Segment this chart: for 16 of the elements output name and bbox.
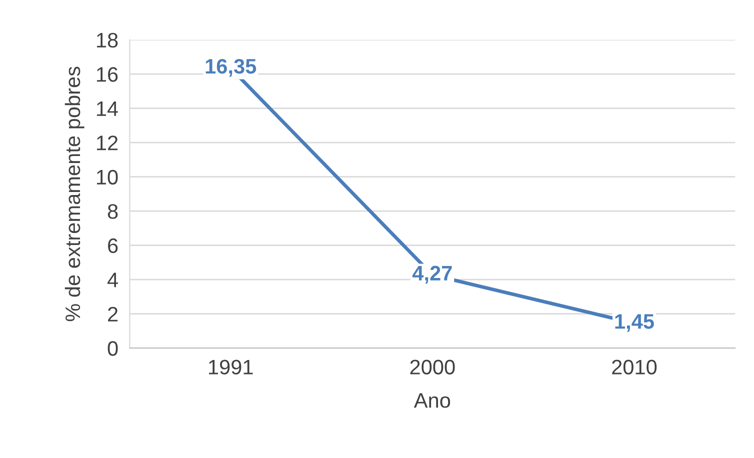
y-tick-label: 10 — [96, 170, 118, 185]
x-tick-label: 1991 — [209, 360, 253, 374]
y-axis-title: % de extremamente pobres — [64, 66, 84, 322]
y-tick-label: 6 — [108, 238, 118, 254]
y-tick-label: 16 — [96, 67, 118, 82]
y-tick-label: 4 — [107, 272, 118, 288]
y-tick-label: 2 — [108, 306, 118, 322]
x-axis-title: Ano — [414, 393, 450, 408]
data-label: 16,35 — [206, 58, 256, 77]
x-tick-label: 2010 — [612, 360, 657, 374]
y-tick-label: 18 — [96, 32, 118, 48]
y-tick-label: 8 — [108, 204, 118, 219]
y-tick-label: 0 — [108, 341, 118, 356]
x-tick-label: 2000 — [410, 360, 455, 374]
y-tick-label: 12 — [96, 136, 118, 150]
y-tick-label: 14 — [96, 102, 118, 116]
